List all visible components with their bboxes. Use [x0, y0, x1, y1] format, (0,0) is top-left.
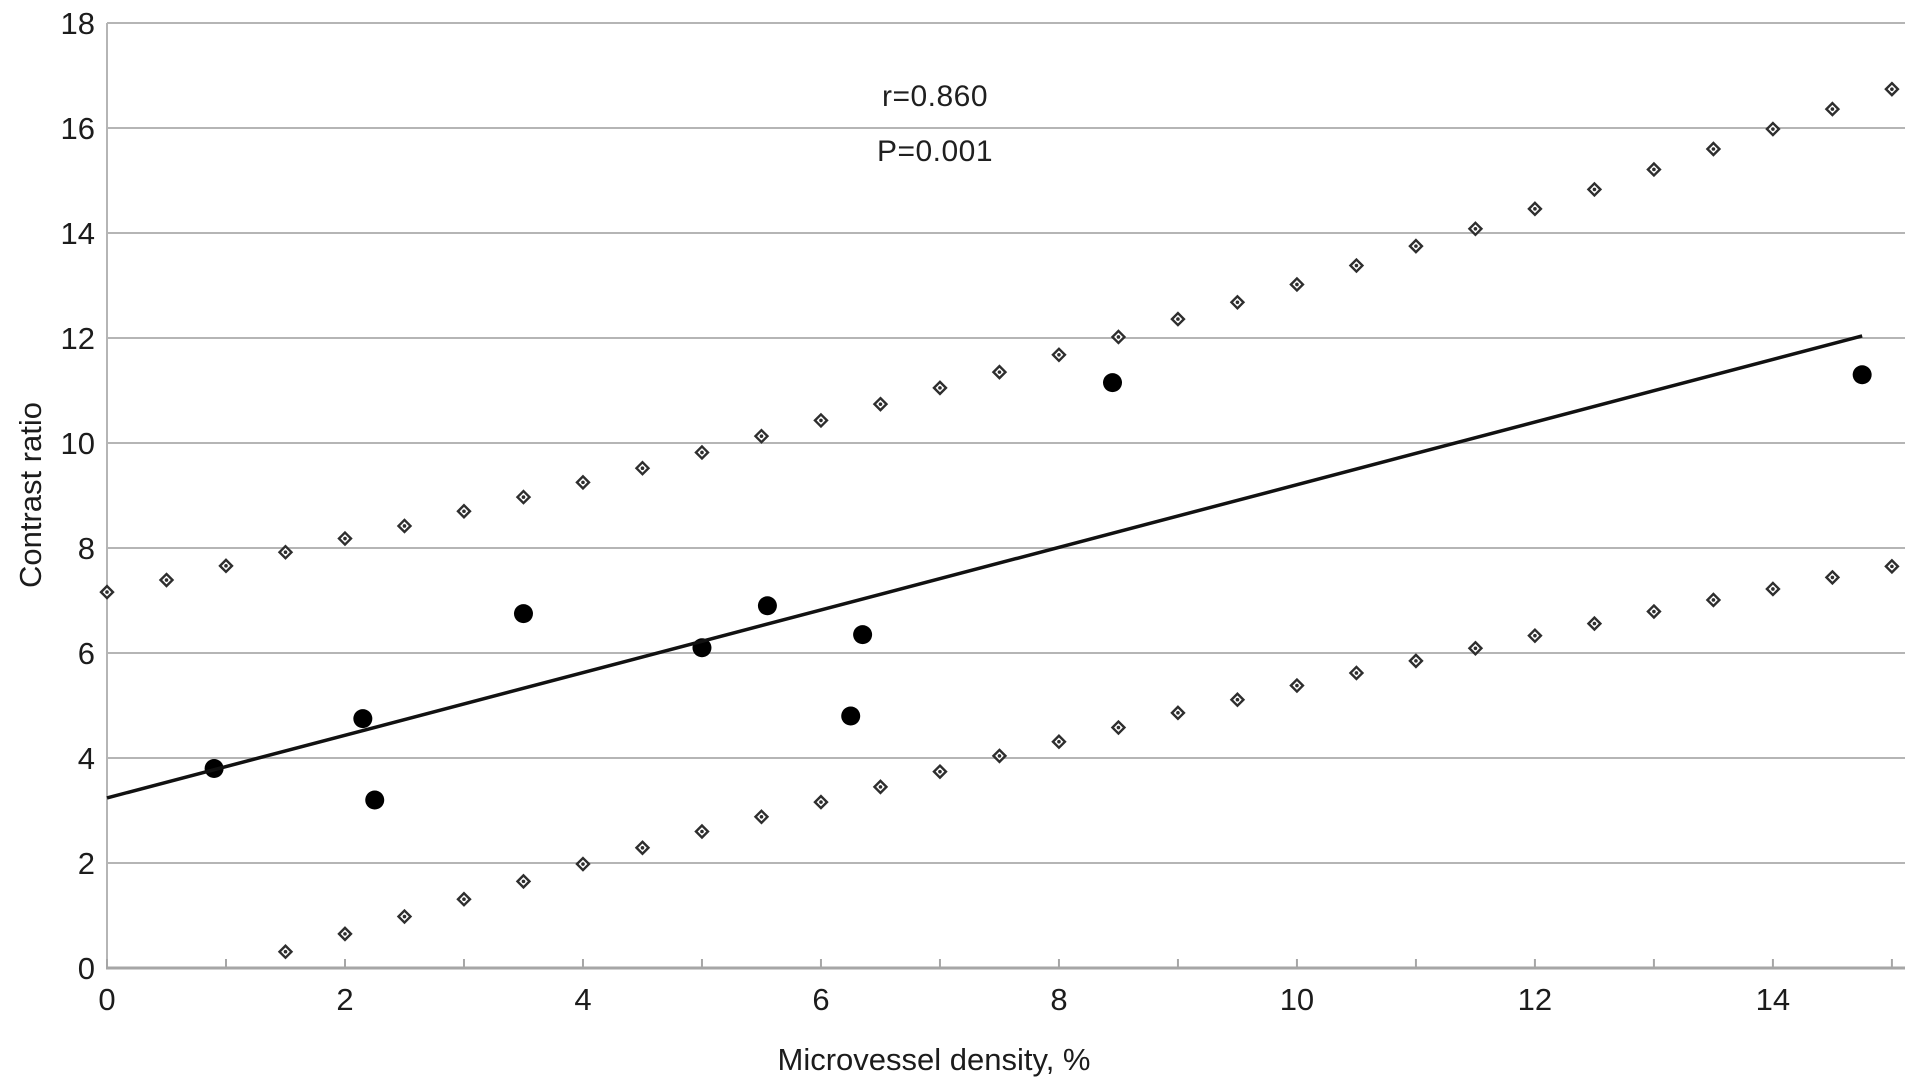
ci-band-marker-center [700, 829, 704, 834]
ci-band-marker-center [1116, 725, 1121, 730]
ci-band-marker-center [581, 480, 585, 485]
ci-band-marker-center [1057, 353, 1061, 357]
ci-band-marker-center [878, 785, 883, 789]
ci-band-marker-center [1711, 598, 1716, 602]
ci-band-marker-center [1890, 564, 1894, 569]
ci-band-marker-center [1592, 621, 1597, 626]
y-tick-label: 10 [61, 426, 95, 461]
ci-band-marker-center [997, 370, 1002, 374]
data-point [1102, 373, 1122, 393]
data-point [365, 790, 385, 810]
data-point [353, 709, 373, 729]
y-tick-label: 16 [61, 111, 95, 146]
ci-band-marker-center [1176, 711, 1180, 715]
x-tick-label: 0 [98, 982, 115, 1017]
ci-band-marker-center [1533, 207, 1537, 211]
x-tick-label: 12 [1518, 982, 1552, 1017]
data-point [841, 706, 861, 726]
y-tick-label: 8 [78, 531, 95, 566]
x-tick-label: 6 [812, 982, 829, 1017]
ci-band-marker-center [105, 590, 109, 594]
ci-band-marker-center [759, 434, 764, 438]
ci-band-marker-center [1771, 127, 1775, 131]
ci-band-marker-center [402, 914, 407, 919]
x-tick-label: 2 [336, 982, 353, 1017]
ci-band-marker-center [1176, 317, 1180, 321]
ci-band-marker-center [1652, 609, 1656, 614]
ci-band-marker-center [402, 524, 407, 528]
ci-band-marker-center [581, 862, 585, 866]
y-tick-label: 14 [61, 216, 95, 251]
ci-band-marker-center [521, 879, 526, 884]
ci-band-marker-center [283, 550, 288, 554]
x-tick-label: 8 [1050, 982, 1067, 1017]
ci-band-marker-center [224, 564, 228, 568]
ci-band-marker-center [1414, 659, 1418, 663]
data-point [1852, 365, 1872, 385]
ci-band-marker-center [640, 466, 645, 471]
ci-band-marker-center [1116, 335, 1121, 339]
ci-band-marker-center [521, 495, 526, 499]
ci-band-marker-center [700, 450, 704, 455]
ci-band-marker-center [640, 845, 645, 850]
annotation-correlation-r: r=0.860 [881, 80, 989, 113]
ci-band-marker-center [997, 754, 1002, 758]
ci-band-marker-center [1354, 263, 1359, 268]
y-tick-label: 0 [78, 951, 95, 986]
y-tick-label: 6 [78, 636, 95, 671]
ci-band-marker-center [819, 418, 823, 423]
x-tick-label: 10 [1280, 982, 1314, 1017]
ci-band-marker-center [1830, 107, 1835, 111]
ci-band-marker-center [343, 536, 347, 541]
ci-band-marker-center [1533, 633, 1537, 638]
y-tick-label: 18 [61, 6, 95, 41]
ci-band-marker-center [1592, 187, 1597, 192]
ci-band-marker-center [1057, 739, 1061, 744]
ci-band-marker-center [1830, 575, 1835, 580]
data-point [757, 596, 777, 616]
ci-band-marker-center [1235, 300, 1240, 305]
x-tick-label: 14 [1756, 982, 1790, 1017]
ci-band-marker-center [1473, 646, 1478, 651]
ci-band-marker-center [938, 769, 942, 774]
ci-band-marker-center [462, 897, 466, 902]
ci-band-marker-center [283, 949, 288, 954]
ci-band-marker-center [1414, 244, 1418, 248]
y-tick-label: 4 [78, 741, 95, 776]
data-point [513, 604, 533, 624]
data-point [853, 625, 873, 645]
ci-band-marker-center [1295, 683, 1299, 688]
ci-band-marker-center [462, 509, 466, 514]
ci-band-marker-center [1295, 282, 1299, 287]
annotation-p-value: P=0.001 [876, 135, 994, 168]
y-axis-title: Contrast ratio [13, 401, 48, 589]
x-axis-title: Microvessel density, % [777, 1042, 1091, 1077]
ci-band-marker-center [1652, 167, 1656, 172]
x-tick-label: 4 [574, 982, 591, 1017]
regression-line [106, 334, 1863, 800]
ci-band-marker-center [1354, 671, 1359, 675]
ci-band-marker-center [1890, 87, 1894, 91]
ci-band-marker-center [878, 402, 883, 406]
ci-band-marker-center [1771, 587, 1775, 591]
ci-band-marker-center [759, 815, 764, 819]
y-tick-label: 2 [78, 846, 95, 881]
ci-band-marker-center [164, 578, 169, 582]
ci-band-marker-center [343, 932, 347, 936]
ci-band-marker-center [1711, 147, 1716, 151]
ci-band-marker-center [938, 386, 942, 390]
y-tick-label: 12 [61, 321, 95, 356]
ci-band-marker-center [1473, 227, 1478, 231]
ci-band-marker-center [819, 800, 823, 804]
ci-band-marker-center [1235, 697, 1240, 702]
